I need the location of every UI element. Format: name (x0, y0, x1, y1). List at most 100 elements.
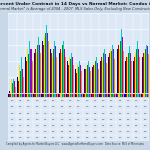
Text: 6.0: 6.0 (44, 106, 47, 107)
Bar (78, 67, 79, 93)
Bar (123, 94, 124, 97)
Text: 4.5: 4.5 (52, 112, 56, 114)
Bar (120, 41, 121, 93)
Bar (30, 49, 32, 93)
Text: 5.0: 5.0 (127, 119, 130, 120)
Text: -0.5: -0.5 (10, 106, 14, 107)
Text: 5.5: 5.5 (52, 100, 56, 101)
Text: 5.5: 5.5 (118, 112, 122, 114)
Bar (44, 94, 45, 97)
Bar (11, 94, 12, 97)
Bar (102, 61, 103, 93)
Text: 3.5: 3.5 (77, 112, 80, 114)
Bar (90, 70, 91, 93)
Bar (126, 57, 127, 93)
Text: 4.5: 4.5 (69, 112, 72, 114)
Bar (85, 69, 87, 93)
Bar (25, 94, 26, 97)
Text: 4.5: 4.5 (60, 137, 64, 138)
Text: 3.8: 3.8 (94, 131, 97, 132)
Bar (122, 37, 123, 93)
Bar (33, 94, 34, 97)
Bar (38, 94, 39, 97)
Bar (35, 49, 36, 93)
Text: 6.0: 6.0 (36, 119, 39, 120)
Bar (94, 65, 95, 93)
Bar (72, 94, 73, 97)
Text: 5.5: 5.5 (110, 112, 114, 114)
Bar (114, 59, 116, 93)
Text: 8.0: 8.0 (118, 125, 122, 126)
Bar (69, 57, 70, 93)
Bar (38, 37, 39, 93)
Bar (13, 79, 14, 93)
Text: 2.0: 2.0 (19, 100, 22, 101)
Bar (103, 94, 104, 97)
Bar (55, 46, 56, 93)
Bar (63, 94, 64, 97)
Text: 1.5: 1.5 (19, 106, 22, 107)
Bar (65, 57, 66, 93)
Bar (37, 94, 38, 97)
Text: 5.0: 5.0 (135, 112, 138, 114)
Bar (120, 94, 121, 97)
Bar (48, 41, 49, 93)
Bar (139, 94, 140, 97)
Bar (101, 94, 102, 97)
Bar (9, 94, 11, 97)
Text: 7.0: 7.0 (36, 125, 39, 126)
Bar (129, 94, 130, 97)
Bar (121, 29, 122, 93)
Bar (19, 65, 20, 93)
Bar (39, 94, 40, 97)
Text: 0.3: 0.3 (11, 100, 14, 101)
Bar (97, 63, 98, 93)
Bar (66, 94, 68, 97)
Bar (42, 41, 43, 93)
Bar (15, 94, 16, 97)
Text: 3.8: 3.8 (102, 137, 105, 138)
Bar (117, 94, 119, 97)
Text: 4.0: 4.0 (102, 100, 105, 101)
Text: 4.0: 4.0 (127, 100, 130, 101)
Bar (75, 69, 76, 93)
Bar (23, 77, 24, 93)
Text: 5.0: 5.0 (60, 100, 64, 101)
Bar (83, 94, 84, 97)
Bar (98, 69, 99, 93)
Bar (49, 94, 50, 97)
Bar (58, 94, 59, 97)
Bar (135, 53, 136, 93)
Bar (109, 94, 110, 97)
Bar (134, 94, 135, 97)
Text: 4.8: 4.8 (143, 137, 147, 138)
Bar (89, 94, 90, 97)
Bar (100, 61, 101, 93)
Bar (144, 53, 145, 93)
Bar (28, 54, 30, 93)
Bar (70, 59, 71, 93)
Bar (73, 94, 75, 97)
Bar (78, 94, 79, 97)
Bar (40, 53, 41, 93)
Bar (12, 94, 13, 97)
Bar (87, 65, 88, 93)
Bar (26, 61, 27, 93)
Bar (8, 94, 9, 97)
Text: 5.5: 5.5 (110, 131, 114, 132)
Bar (53, 49, 54, 93)
Bar (22, 94, 24, 97)
Bar (119, 49, 120, 93)
Bar (51, 94, 52, 97)
Text: 5.5: 5.5 (135, 131, 138, 132)
Text: 3.2: 3.2 (94, 100, 97, 101)
Bar (95, 94, 96, 97)
Bar (20, 70, 21, 93)
Bar (9, 91, 10, 93)
Text: 7.0: 7.0 (44, 112, 47, 114)
Bar (79, 61, 80, 93)
Text: 3.5: 3.5 (94, 106, 97, 107)
Bar (65, 94, 66, 97)
Bar (47, 94, 49, 97)
Bar (115, 94, 116, 97)
